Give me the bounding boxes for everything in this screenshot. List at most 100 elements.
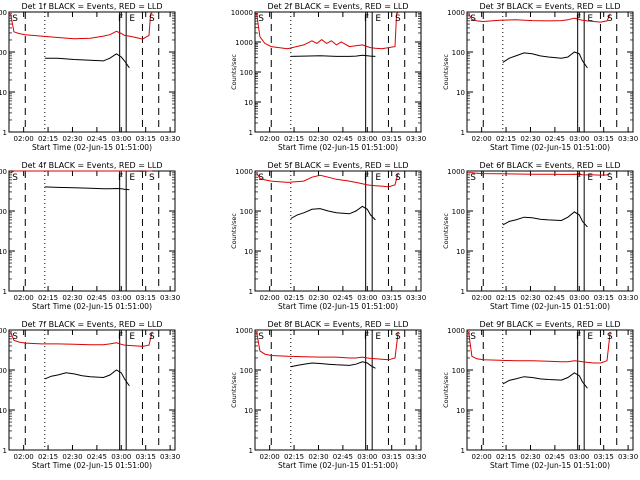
lld-series-line	[10, 331, 153, 347]
x-tick-label: 02:00	[260, 453, 280, 461]
x-tick-label: 02:30	[62, 453, 82, 461]
x-axis-label: Start Time (02-Jun-15 01:51:00)	[32, 461, 152, 470]
x-tick-label: 02:00	[472, 135, 492, 143]
marker-label: E	[587, 173, 593, 183]
marker-label: E	[587, 14, 593, 24]
y-tick-label: 100	[240, 69, 253, 77]
plot-frame	[8, 329, 176, 451]
x-tick-label: 02:00	[14, 453, 34, 461]
y-tick-label: 100	[452, 49, 465, 57]
x-tick-label: 02:00	[472, 453, 492, 461]
y-tick-label: 100	[0, 49, 7, 57]
x-tick-label: 02:30	[62, 135, 82, 143]
plot-frame	[466, 11, 634, 133]
y-tick-label: 100	[452, 367, 465, 375]
x-tick-label: 03:15	[136, 453, 156, 461]
y-tick-label: 10000	[231, 9, 253, 17]
y-axis-label: Counts/sec	[230, 213, 238, 249]
x-tick-label: 03:30	[160, 135, 180, 143]
marker-label: E	[375, 173, 381, 183]
y-tick-label: 1	[249, 288, 253, 296]
y-tick-label: 1000	[235, 39, 253, 47]
detector-chart-9: Det 9f BLACK = Events, RED = LLD 1 10 100 10…	[442, 320, 638, 470]
x-tick-label: 02:00	[260, 135, 280, 143]
chart-title: Det 4f BLACK = Events, RED = LLD	[21, 161, 162, 170]
x-tick-label: 02:45	[545, 453, 565, 461]
y-tick-label: 1	[249, 129, 253, 137]
x-tick-label: 02:15	[496, 294, 516, 302]
marker-label: E	[129, 14, 135, 24]
marker-label: S	[470, 14, 476, 24]
x-tick-label: 03:00	[357, 294, 377, 302]
events-series-line	[290, 361, 376, 369]
marker-label: S	[258, 173, 264, 183]
marker-label: S	[258, 332, 264, 342]
marker-label: F	[576, 173, 581, 183]
events-series-line	[502, 211, 588, 228]
lld-series-line	[256, 12, 399, 50]
x-tick-label: 02:15	[284, 135, 304, 143]
detector-chart-5: Det 5f BLACK = Events, RED = LLD 1 10 100 10…	[230, 161, 426, 311]
plot-frame	[254, 170, 422, 292]
x-tick-label: 02:30	[308, 453, 328, 461]
x-tick-label: 03:00	[111, 294, 131, 302]
detector-chart-6: Det 6f BLACK = Events, RED = LLD 1 10 100 10…	[442, 161, 638, 311]
x-axis-label: Start Time (02-Jun-15 01:51:00)	[278, 461, 398, 470]
marker-label: F	[576, 332, 581, 342]
y-tick-label: 1	[3, 288, 7, 296]
chart-title: Det 1f BLACK = Events, RED = LLD	[21, 2, 162, 11]
marker-label: E	[129, 332, 135, 342]
marker-label: S	[607, 332, 613, 342]
x-tick-label: 03:00	[111, 453, 131, 461]
lld-series-line	[256, 172, 399, 188]
marker-label: E	[375, 14, 381, 24]
plot-frame	[8, 11, 176, 133]
x-tick-label: 02:15	[284, 294, 304, 302]
x-axis-label: Start Time (02-Jun-15 01:51:00)	[278, 302, 398, 311]
y-tick-label: 10	[456, 89, 465, 97]
x-tick-label: 03:15	[382, 135, 402, 143]
y-tick-label: 1000	[0, 327, 7, 335]
detector-chart-3: Det 3f BLACK = Events, RED = LLD 1 10 100 10…	[442, 2, 638, 152]
lld-series-line	[468, 13, 611, 23]
x-axis-label: Start Time (02-Jun-15 01:51:00)	[32, 143, 152, 152]
marker-label: S	[470, 332, 476, 342]
x-tick-label: 02:15	[38, 453, 58, 461]
x-tick-label: 02:45	[333, 135, 353, 143]
chart-title: Det 9f BLACK = Events, RED = LLD	[479, 320, 620, 329]
x-tick-label: 02:30	[520, 294, 540, 302]
marker-label: E	[587, 332, 593, 342]
marker-label: F	[364, 332, 369, 342]
y-tick-label: 100	[240, 367, 253, 375]
x-tick-label: 02:15	[496, 453, 516, 461]
x-tick-label: 03:15	[594, 453, 614, 461]
y-tick-label: 1	[461, 288, 465, 296]
plot-frame	[254, 329, 422, 451]
x-tick-label: 02:45	[333, 453, 353, 461]
events-series-line	[44, 53, 130, 69]
chart-title: Det 5f BLACK = Events, RED = LLD	[267, 161, 408, 170]
x-axis-label: Start Time (02-Jun-15 01:51:00)	[32, 302, 152, 311]
marker-label: S	[12, 14, 18, 24]
marker-label: E	[129, 173, 135, 183]
marker-label: S	[149, 173, 155, 183]
x-tick-label: 02:45	[87, 135, 107, 143]
y-tick-label: 1	[461, 129, 465, 137]
marker-label: F	[118, 173, 123, 183]
y-axis-label: Counts/sec	[442, 54, 450, 90]
y-tick-label: 10	[244, 99, 253, 107]
x-axis-label: Start Time (02-Jun-15 01:51:00)	[278, 143, 398, 152]
x-tick-label: 03:15	[136, 135, 156, 143]
events-series-line	[44, 186, 130, 191]
x-axis-label: Start Time (02-Jun-15 01:51:00)	[490, 143, 610, 152]
marker-label: S	[607, 173, 613, 183]
y-tick-label: 1000	[0, 9, 7, 17]
y-tick-label: 10	[244, 407, 253, 415]
marker-label: F	[118, 14, 123, 24]
marker-label: S	[470, 173, 476, 183]
x-tick-label: 02:15	[38, 135, 58, 143]
y-tick-label: 1	[3, 129, 7, 137]
marker-label: S	[395, 173, 401, 183]
marker-label: S	[149, 14, 155, 24]
